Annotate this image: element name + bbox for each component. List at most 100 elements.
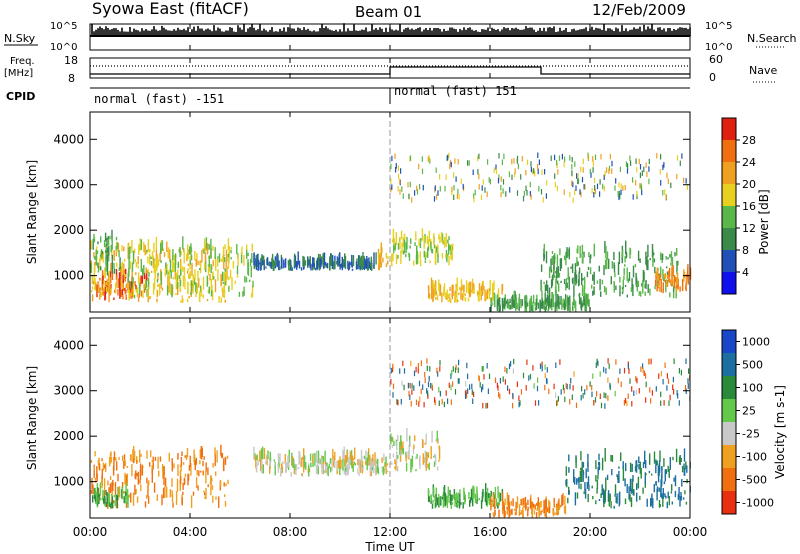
range-cell: [526, 359, 528, 365]
range-cell: [595, 475, 597, 482]
range-cell: [110, 457, 112, 463]
range-cell: [91, 294, 94, 302]
range-cell: [176, 478, 179, 492]
range-cell: [458, 286, 461, 291]
range-cell: [599, 371, 601, 377]
range-cell: [201, 249, 203, 263]
range-cell: [144, 244, 146, 256]
range-cell: [543, 281, 545, 285]
range-cell: [100, 266, 102, 271]
x-tick-label: 04:00: [173, 525, 208, 539]
range-cell: [627, 278, 630, 283]
range-cell: [99, 257, 101, 270]
range-cell: [578, 271, 580, 286]
range-cell: [132, 492, 135, 506]
range-cell: [230, 257, 232, 260]
range-cell: [662, 289, 664, 294]
range-cell: [439, 174, 441, 180]
range-cell: [171, 263, 174, 273]
range-cell: [111, 496, 113, 506]
range-cell: [436, 466, 439, 471]
range-cell: [558, 296, 560, 310]
range-cell: [464, 499, 466, 505]
range-cell: [140, 239, 143, 250]
range-cell: [566, 478, 568, 488]
range-cell: [103, 498, 105, 504]
range-cell: [145, 280, 147, 288]
range-cell: [586, 271, 589, 278]
range-cell: [576, 478, 578, 485]
range-cell: [340, 459, 342, 469]
range-cell: [387, 260, 389, 265]
range-cell: [105, 243, 107, 257]
range-cell: [416, 453, 418, 459]
range-cell: [400, 399, 402, 405]
range-cell: [135, 289, 137, 293]
range-cell: [348, 459, 350, 470]
range-cell: [605, 393, 607, 399]
range-cell: [460, 279, 463, 292]
range-cell: [421, 156, 423, 162]
range-cell: [209, 274, 211, 281]
range-cell: [178, 249, 181, 253]
range-cell: [338, 254, 340, 266]
range-cell: [669, 457, 671, 470]
range-cell: [419, 251, 421, 259]
range-cell: [610, 501, 612, 509]
range-cell: [354, 463, 357, 466]
range-cell: [242, 291, 244, 297]
range-cell: [223, 285, 225, 295]
range-cell: [118, 486, 121, 498]
range-cell: [504, 297, 506, 308]
range-cell: [322, 463, 324, 474]
range-cell: [183, 477, 186, 486]
range-cell: [456, 286, 458, 299]
range-cell: [473, 289, 475, 294]
range-cell: [165, 262, 167, 273]
range-cell: [455, 364, 457, 371]
range-cell: [126, 283, 128, 289]
colorbar-swatch: [722, 376, 736, 399]
range-cell: [687, 378, 689, 384]
range-cell: [650, 398, 652, 404]
range-cell: [564, 156, 566, 163]
range-cell: [182, 267, 184, 272]
range-cell: [399, 368, 401, 374]
range-cell: [419, 259, 422, 267]
range-cell: [385, 263, 388, 268]
y-tick-label: 2000: [53, 223, 84, 237]
range-cell: [92, 238, 94, 250]
range-cell: [557, 294, 559, 307]
range-cell: [223, 458, 225, 472]
range-cell: [550, 258, 552, 272]
range-cell: [337, 263, 339, 267]
range-cell: [370, 256, 372, 267]
range-cell: [417, 368, 419, 374]
range-cell: [118, 250, 120, 258]
range-cell: [484, 491, 487, 503]
range-cell: [385, 252, 387, 259]
range-cell: [99, 482, 102, 496]
range-cell: [497, 502, 499, 509]
range-cell: [522, 372, 525, 379]
range-cell: [190, 286, 192, 297]
range-cell: [635, 460, 637, 472]
range-cell: [117, 289, 119, 296]
range-cell: [545, 251, 548, 264]
range-cell: [202, 294, 204, 299]
range-cell: [312, 455, 314, 464]
range-cell: [411, 383, 413, 389]
range-cell: [191, 263, 193, 277]
range-cell: [561, 298, 563, 310]
range-cell: [662, 488, 664, 499]
range-cell: [111, 229, 113, 242]
range-cell: [545, 193, 547, 199]
range-cell: [616, 474, 618, 478]
noise-trace: [90, 23, 691, 37]
nsky-label: N.Sky: [4, 32, 36, 45]
x-tick-label: 00:00: [673, 525, 708, 539]
range-cell: [486, 402, 489, 409]
range-cell: [482, 402, 484, 409]
range-cell: [128, 494, 130, 498]
range-cell: [437, 371, 439, 377]
